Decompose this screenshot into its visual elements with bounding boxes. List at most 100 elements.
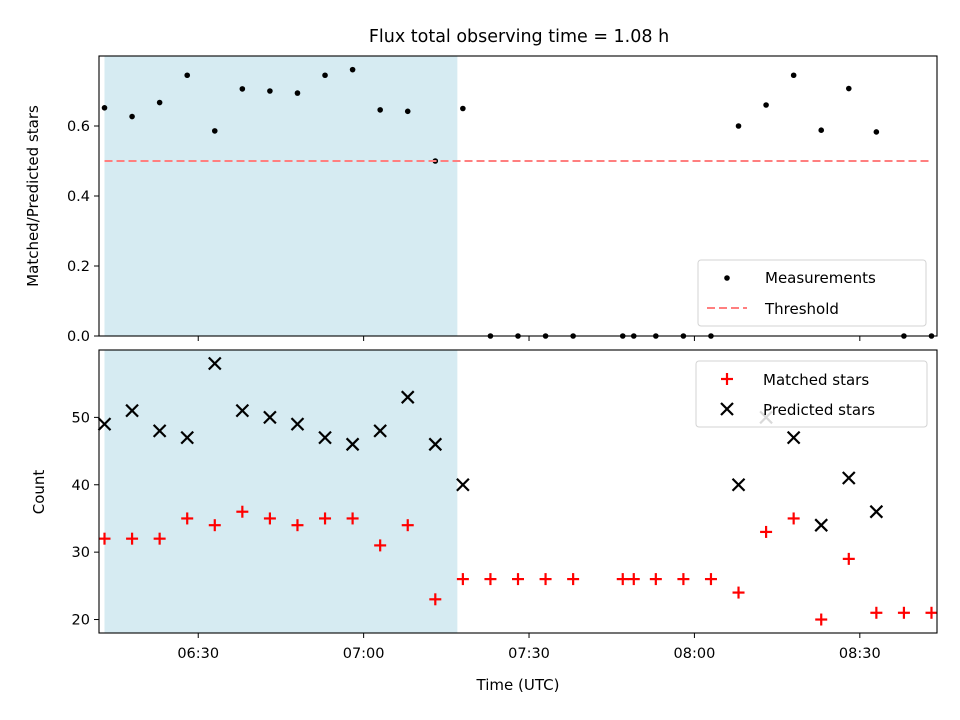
legend-measurements-marker [724,275,730,281]
x-tick-label: 08:30 [839,646,881,662]
matched-stars-point [539,573,552,586]
matched-stars-point [649,573,662,586]
measurements-point [322,72,328,79]
y-tick-label: 0.6 [67,119,90,135]
predicted-stars-point [180,430,194,445]
bottom-shaded-interval [104,350,458,633]
y-tick-label: 40 [72,478,90,494]
x-axis-label: Time (UTC) [476,676,560,694]
measurements-point [267,88,273,94]
top-panel: 0.0 0.2 0.4 0.6 Matched/Predicted stars Mea… [24,55,938,345]
matched-stars-point [732,586,745,599]
predicted-stars-point [235,403,250,418]
measurements-point [404,108,411,115]
matched-stars-point [126,532,139,545]
matched-stars-point [842,552,855,565]
top-y-axis-label: Matched/Predicted stars [24,105,42,287]
legend-predicted-marker [720,402,734,416]
predicted-stars-point [842,471,856,485]
predicted-stars-point [731,477,746,492]
measurements-point [763,102,769,108]
top-legend-box [697,259,927,327]
matched-stars-point [760,525,773,538]
matched-stars-point [98,532,111,545]
y-tick-label: 0.2 [67,259,90,275]
measurements-point [239,86,246,92]
measurements-point [294,90,301,96]
matched-stars-point [870,606,883,619]
top-y-ticks: 0.0 0.2 0.4 0.6 [67,119,99,345]
predicted-stars-point [290,417,305,431]
y-tick-label: 20 [72,613,90,629]
bottom-legend: Matched stars Predicted stars [695,360,928,428]
matched-stars-point [815,613,828,626]
matched-stars-point [263,512,276,525]
predicted-stars-point [869,504,884,519]
measurements-point [184,72,191,79]
x-tick-label: 06:30 [177,646,219,662]
matched-stars-point [236,505,249,518]
bottom-y-ticks: 20 30 40 50 [72,410,99,629]
predicted-stars-point [400,390,415,404]
measurements-point [735,123,742,129]
top-x-ticks [197,336,861,341]
predicted-stars-point [207,356,222,371]
predicted-stars-point [263,410,277,425]
matched-stars-point [319,512,332,525]
bottom-panel: 20 30 40 50 06:30 07:00 07:30 08:00 08:30 Count… [30,349,938,694]
top-shaded-interval [104,56,458,336]
measurements-point [818,127,825,133]
matched-stars-point [627,573,640,586]
measurements-point [790,72,797,79]
measurements-point [129,113,135,120]
matched-stars-point [429,593,442,606]
legend-threshold-label: Threshold [764,300,839,318]
x-tick-label: 07:00 [343,646,385,662]
matched-stars-point [291,519,304,532]
y-tick-label: 0.4 [67,189,90,205]
legend-predicted-label: Predicted stars [763,401,875,419]
matched-stars-point [567,573,580,586]
matched-stars-point [512,573,524,586]
matched-stars-point [456,573,469,586]
measurements-point [101,105,108,111]
matched-stars-point [897,606,910,619]
bottom-panel-marks [97,356,938,626]
top-legend: Measurements Threshold [697,259,927,327]
matched-stars-point [374,539,387,552]
legend-matched-marker [721,373,733,385]
x-tick-label: 08:00 [674,646,716,662]
measurements-point [377,107,383,113]
y-tick-label: 50 [72,410,90,426]
top-panel-marks [101,66,935,339]
measurements-point [460,105,466,112]
predicted-stars-point [373,424,387,438]
predicted-stars-point [152,424,167,438]
bottom-legend-box [695,360,928,428]
measurements-point [156,99,163,106]
matched-stars-point [616,573,629,586]
matched-stars-point [484,573,497,586]
matched-stars-point [181,512,194,525]
matched-stars-point [346,512,359,525]
legend-measurements-label: Measurements [765,269,876,287]
legend-matched-label: Matched stars [763,371,869,389]
chart-title: Flux total observing time = 1.08 h [369,27,669,47]
x-tick-label: 07:30 [508,646,550,662]
predicted-stars-point [456,477,470,492]
matched-stars-point [208,519,221,532]
predicted-stars-point [318,430,332,445]
matched-stars-point [787,512,800,525]
predicted-stars-point [125,403,139,418]
matched-stars-point [153,532,166,545]
measurements-point [211,128,218,134]
bottom-y-axis-label: Count [30,470,48,515]
measurements-point [845,85,852,92]
matched-stars-point [704,573,717,586]
y-tick-label: 0.0 [67,329,90,345]
predicted-stars-point [786,430,801,445]
matched-stars-point [925,606,938,619]
predicted-stars-point [814,518,829,532]
predicted-stars-point [428,437,443,452]
